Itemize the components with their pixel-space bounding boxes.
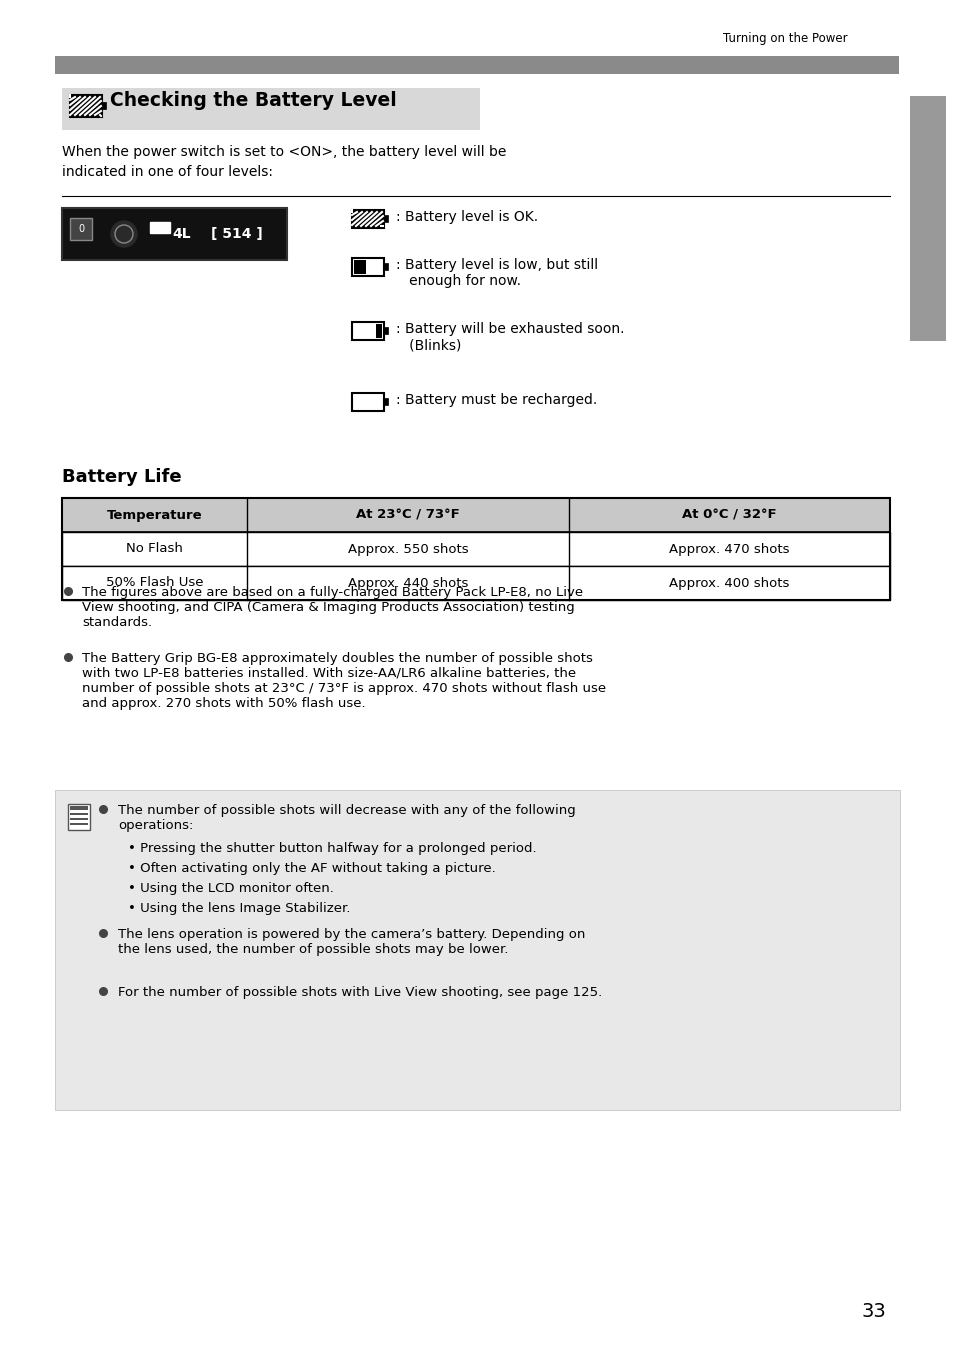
Text: 4L: 4L <box>172 227 192 241</box>
Text: • Using the LCD monitor often.: • Using the LCD monitor often. <box>128 882 334 894</box>
Text: Battery Life: Battery Life <box>62 468 181 486</box>
Text: • Often activating only the AF without taking a picture.: • Often activating only the AF without t… <box>128 862 496 876</box>
Bar <box>384 264 388 270</box>
Text: Approx. 440 shots: Approx. 440 shots <box>348 577 468 589</box>
Bar <box>70 818 88 820</box>
Bar <box>70 812 88 815</box>
Bar <box>70 823 88 824</box>
Text: The Battery Grip BG-E8 approximately doubles the number of possible shots
with t: The Battery Grip BG-E8 approximately dou… <box>82 652 605 710</box>
Bar <box>384 215 388 222</box>
Text: • Pressing the shutter button halfway for a prolonged period.: • Pressing the shutter button halfway fo… <box>128 842 536 855</box>
Text: The lens operation is powered by the camera’s battery. Depending on
the lens use: The lens operation is powered by the cam… <box>118 928 585 956</box>
Text: The figures above are based on a fully-charged Battery Pack LP-E8, no Live
View : The figures above are based on a fully-c… <box>82 586 582 629</box>
Text: 50% Flash Use: 50% Flash Use <box>106 577 203 589</box>
Bar <box>384 327 388 334</box>
Bar <box>158 225 161 230</box>
Text: The number of possible shots will decrease with any of the following
operations:: The number of possible shots will decrea… <box>118 804 576 833</box>
Text: Approx. 470 shots: Approx. 470 shots <box>669 542 789 555</box>
Text: Approx. 400 shots: Approx. 400 shots <box>669 577 789 589</box>
Text: At 23°C / 73°F: At 23°C / 73°F <box>355 508 459 522</box>
Bar <box>62 208 287 260</box>
Bar <box>375 324 381 338</box>
Text: 0: 0 <box>78 225 84 234</box>
Bar <box>352 393 384 412</box>
Text: [ 514 ]: [ 514 ] <box>211 227 263 241</box>
Bar <box>352 210 384 229</box>
Text: Turning on the Power: Turning on the Power <box>722 32 847 44</box>
Bar <box>70 95 102 117</box>
Bar <box>55 56 898 74</box>
Bar <box>352 258 384 276</box>
Text: Temperature: Temperature <box>107 508 202 522</box>
Circle shape <box>111 221 137 247</box>
Bar <box>62 87 479 130</box>
Bar <box>150 222 170 233</box>
Text: Checking the Battery Level: Checking the Battery Level <box>110 91 396 110</box>
Bar <box>55 790 899 1110</box>
Bar <box>62 498 889 533</box>
Bar <box>62 498 889 600</box>
Text: indicated in one of four levels:: indicated in one of four levels: <box>62 165 273 179</box>
Bar <box>70 218 91 239</box>
Bar <box>68 804 90 830</box>
Text: Approx. 550 shots: Approx. 550 shots <box>347 542 468 555</box>
Bar <box>384 398 388 405</box>
Text: : Battery must be recharged.: : Battery must be recharged. <box>395 393 597 408</box>
Text: • Using the lens Image Stabilizer.: • Using the lens Image Stabilizer. <box>128 902 350 915</box>
Text: When the power switch is set to <ON>, the battery level will be: When the power switch is set to <ON>, th… <box>62 145 506 159</box>
Text: 33: 33 <box>861 1302 885 1321</box>
Bar <box>354 260 366 274</box>
Text: : Battery level is OK.: : Battery level is OK. <box>395 210 537 225</box>
Bar <box>62 533 889 566</box>
Bar <box>352 321 384 340</box>
Bar <box>909 95 945 342</box>
Text: No Flash: No Flash <box>126 542 183 555</box>
Text: At 0°C / 32°F: At 0°C / 32°F <box>681 508 776 522</box>
Bar <box>102 102 106 109</box>
Text: : Battery level is low, but still
   enough for now.: : Battery level is low, but still enough… <box>395 258 598 288</box>
Text: For the number of possible shots with Live View shooting, see page 125.: For the number of possible shots with Li… <box>118 986 601 999</box>
Bar <box>70 806 88 810</box>
Bar <box>62 566 889 600</box>
Text: : Battery will be exhausted soon.
   (Blinks): : Battery will be exhausted soon. (Blink… <box>395 321 624 352</box>
